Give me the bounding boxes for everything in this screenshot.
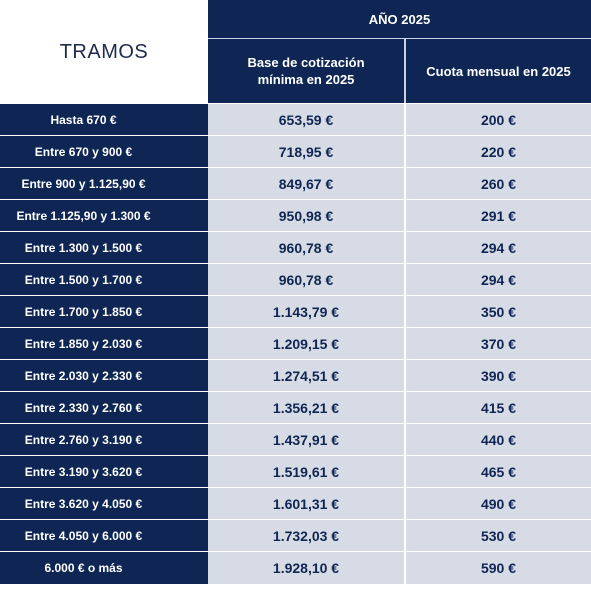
table-body: Hasta 670 €653,59 €200 € Entre 670 y 900 … (0, 104, 591, 584)
base-cotizacion-cell: 1.437,91 € (208, 424, 404, 455)
tramo-cell-padding (167, 520, 208, 551)
tramo-cell: Entre 1.850 y 2.030 € (0, 328, 167, 359)
cuota-mensual-cell: 350 € (406, 296, 591, 327)
column-divider (404, 392, 406, 423)
table-row: Entre 1.700 y 1.850 € 1.143,79 €350 € (0, 296, 591, 328)
cuota-mensual-cell: 370 € (406, 328, 591, 359)
tramos-header: TRAMOS (0, 0, 208, 104)
tramo-cell: Entre 1.500 y 1.700 € (0, 264, 167, 295)
cuota-mensual-cell: 294 € (406, 232, 591, 263)
cuota-mensual-cell: 294 € (406, 264, 591, 295)
tramo-cell-padding (167, 328, 208, 359)
tramo-cell-padding (167, 424, 208, 455)
table-row: Entre 3.620 y 4.050 € 1.601,31 €490 € (0, 488, 591, 520)
tramo-cell-padding (167, 136, 208, 167)
table-row: Entre 1.125,90 y 1.300 € 950,98 €291 € (0, 200, 591, 232)
tramo-cell: Entre 900 y 1.125,90 € (0, 168, 167, 199)
column-divider (404, 296, 406, 327)
table-row: Entre 3.190 y 3.620 € 1.519,61 €465 € (0, 456, 591, 488)
cuota-mensual-cell: 260 € (406, 168, 591, 199)
base-cotizacion-cell: 718,95 € (208, 136, 404, 167)
column-divider (404, 168, 406, 199)
table-row: Entre 2.760 y 3.190 € 1.437,91 €440 € (0, 424, 591, 456)
tramo-cell-padding (167, 552, 208, 584)
base-cotizacion-cell: 1.209,15 € (208, 328, 404, 359)
base-cotizacion-cell: 849,67 € (208, 168, 404, 199)
base-cotizacion-cell: 1.519,61 € (208, 456, 404, 487)
table-row: Entre 2.330 y 2.760 € 1.356,21 €415 € (0, 392, 591, 424)
tramo-cell: Entre 2.330 y 2.760 € (0, 392, 167, 423)
tramo-cell-padding (167, 392, 208, 423)
cuota-mensual-cell: 390 € (406, 360, 591, 391)
base-cotizacion-cell: 960,78 € (208, 232, 404, 263)
base-cotizacion-cell: 1.274,51 € (208, 360, 404, 391)
tramo-cell: Hasta 670 € (0, 104, 167, 135)
header-column-divider (404, 39, 406, 103)
tramo-cell-padding (167, 456, 208, 487)
tramo-cell: Entre 3.190 y 3.620 € (0, 456, 167, 487)
cuota-mensual-cell: 220 € (406, 136, 591, 167)
base-cotizacion-header: Base de cotización mínima en 2025 (208, 39, 404, 103)
table-row: Entre 900 y 1.125,90 € 849,67 €260 € (0, 168, 591, 200)
column-divider (404, 232, 406, 263)
base-cotizacion-cell: 950,98 € (208, 200, 404, 231)
base-cotizacion-cell: 1.601,31 € (208, 488, 404, 519)
base-cotizacion-cell: 1.732,03 € (208, 520, 404, 551)
column-divider (404, 200, 406, 231)
table-row: Entre 1.500 y 1.700 € 960,78 €294 € (0, 264, 591, 296)
table-row: Entre 1.300 y 1.500 € 960,78 €294 € (0, 232, 591, 264)
year-header: AÑO 2025 (208, 0, 591, 38)
column-divider (404, 456, 406, 487)
column-divider (404, 488, 406, 519)
tramo-cell: Entre 4.050 y 6.000 € (0, 520, 167, 551)
tramo-cell: Entre 1.700 y 1.850 € (0, 296, 167, 327)
table-row: Entre 4.050 y 6.000 € 1.732,03 €530 € (0, 520, 591, 552)
tramo-cell: 6.000 € o más (0, 552, 167, 584)
column-divider (404, 520, 406, 551)
column-divider (404, 136, 406, 167)
tramo-cell-padding (167, 296, 208, 327)
table-row: 6.000 € o más 1.928,10 €590 € (0, 552, 591, 584)
cuota-mensual-cell: 200 € (406, 104, 591, 135)
cuota-mensual-cell: 590 € (406, 552, 591, 584)
cuota-mensual-header: Cuota mensual en 2025 (406, 39, 591, 103)
base-cotizacion-cell: 1.356,21 € (208, 392, 404, 423)
tramo-cell-padding (167, 232, 208, 263)
cuota-mensual-cell: 490 € (406, 488, 591, 519)
cuota-mensual-cell: 530 € (406, 520, 591, 551)
column-divider (404, 264, 406, 295)
table-row: Hasta 670 € 653,59 €200 € (0, 104, 591, 136)
tramo-cell-padding (167, 168, 208, 199)
column-divider (404, 328, 406, 359)
header-divider (208, 38, 591, 39)
base-cotizacion-cell: 960,78 € (208, 264, 404, 295)
tramo-cell: Entre 3.620 y 4.050 € (0, 488, 167, 519)
tramo-cell-padding (167, 360, 208, 391)
cuota-mensual-cell: 465 € (406, 456, 591, 487)
base-cotizacion-cell: 1.143,79 € (208, 296, 404, 327)
table-row: Entre 1.850 y 2.030 € 1.209,15 €370 € (0, 328, 591, 360)
base-cotizacion-cell: 1.928,10 € (208, 552, 404, 584)
table-row: Entre 670 y 900 € 718,95 €220 € (0, 136, 591, 168)
tramo-cell: Entre 2.760 y 3.190 € (0, 424, 167, 455)
tramo-cell: Entre 2.030 y 2.330 € (0, 360, 167, 391)
tramo-cell: Entre 670 y 900 € (0, 136, 167, 167)
base-cotizacion-cell: 653,59 € (208, 104, 404, 135)
cuota-mensual-cell: 291 € (406, 200, 591, 231)
tramo-cell: Entre 1.300 y 1.500 € (0, 232, 167, 263)
column-divider (404, 360, 406, 391)
tramo-cell-padding (167, 200, 208, 231)
cuota-mensual-cell: 415 € (406, 392, 591, 423)
column-divider (404, 104, 406, 135)
tramo-cell-padding (167, 488, 208, 519)
tramo-cell: Entre 1.125,90 y 1.300 € (0, 200, 167, 231)
tramo-cell-padding (167, 104, 208, 135)
table-row: Entre 2.030 y 2.330 € 1.274,51 €390 € (0, 360, 591, 392)
column-divider (404, 552, 406, 584)
column-divider (404, 424, 406, 455)
tramo-cell-padding (167, 264, 208, 295)
cuota-mensual-cell: 440 € (406, 424, 591, 455)
